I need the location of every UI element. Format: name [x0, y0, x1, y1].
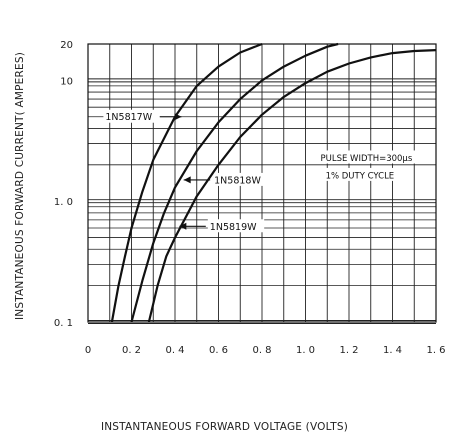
x-tick-label: 0. 6 — [209, 345, 228, 356]
series-line-1n5818w — [130, 42, 339, 323]
x-tick-label: 0. 2 — [122, 345, 141, 356]
annotation-text: 1% DUTY CYCLE — [326, 171, 395, 181]
x-tick-label: 1. 6 — [426, 345, 445, 356]
x-tick-label: 1. 2 — [339, 345, 358, 356]
x-axis-label: INSTANTANEOUS FORWARD VOLTAGE (VOLTS) — [100, 421, 349, 433]
series-label-background — [103, 109, 160, 123]
series-arrowhead — [179, 222, 187, 230]
series-label-background — [207, 219, 265, 233]
y-tick-label: 10 — [60, 76, 73, 87]
x-tick-label: 1. 4 — [383, 345, 402, 356]
x-tick-label: 1. 0 — [296, 345, 315, 356]
annotation-text: PULSE WIDTH=300μs — [321, 154, 413, 164]
y-tick-label: 20 — [60, 40, 73, 51]
series-label: 1N5819W — [210, 222, 257, 233]
annotation-background — [311, 150, 422, 164]
y-tick-label: 1. 0 — [54, 197, 73, 208]
series-label-background — [212, 172, 269, 186]
series-label: 1N5818W — [214, 175, 261, 186]
y-axis-label-text: INSTANTANEOUS FORWARD CURRENT( AMPERES) — [14, 51, 26, 321]
series-label: 1N5817W — [105, 112, 152, 123]
x-tick-label: 0. 4 — [165, 345, 184, 356]
x-tick-label: 0. 8 — [252, 345, 271, 356]
y-tick-label: 0. 1 — [54, 318, 73, 329]
x-tick-label: 0 — [85, 345, 91, 356]
series-line-1n5819w — [147, 49, 437, 323]
series-line-1n5817w — [110, 42, 263, 323]
annotation-background — [317, 167, 403, 181]
series-arrowhead — [183, 176, 191, 184]
